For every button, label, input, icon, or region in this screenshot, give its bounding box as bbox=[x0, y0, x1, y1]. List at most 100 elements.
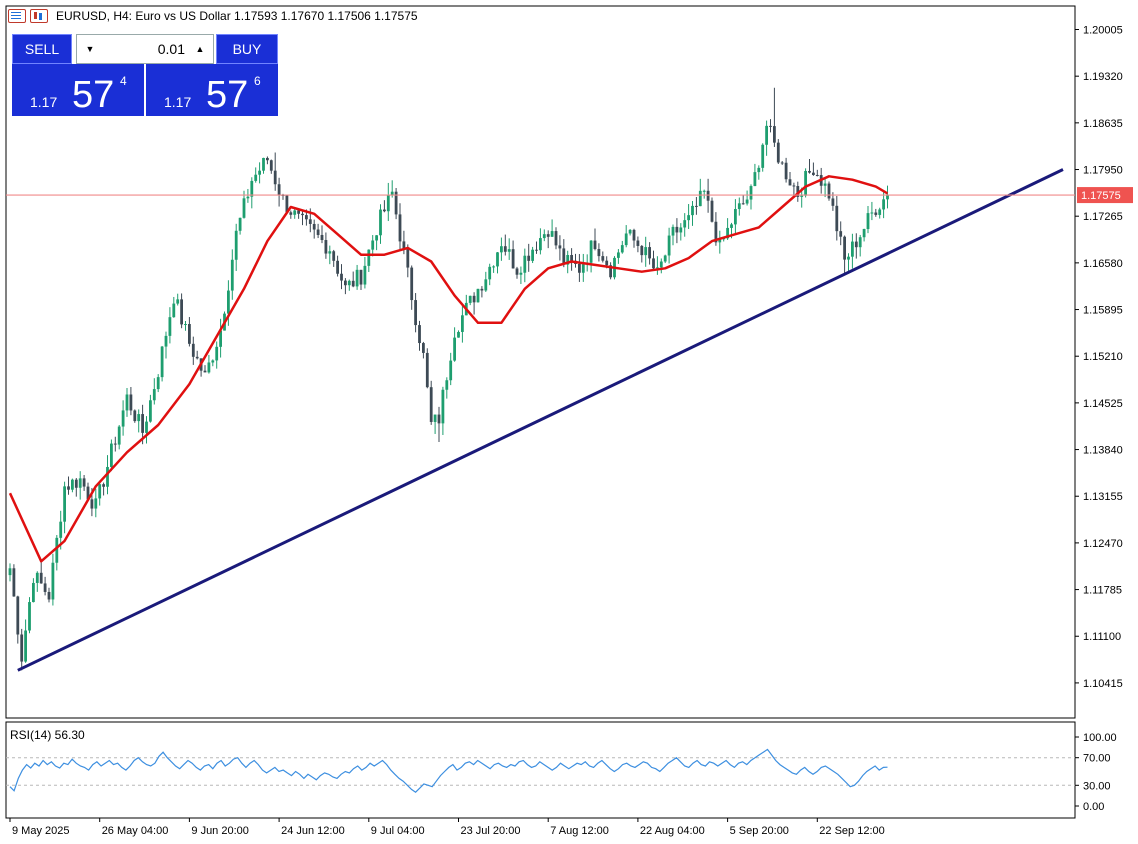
candle-body bbox=[558, 245, 562, 249]
candle-body bbox=[589, 240, 593, 263]
candle-body bbox=[757, 167, 761, 173]
candle-body bbox=[480, 288, 484, 291]
candle-body bbox=[503, 246, 507, 252]
candle-body bbox=[628, 229, 632, 234]
candle-body bbox=[511, 249, 515, 269]
candle-body bbox=[652, 258, 655, 269]
buy-button[interactable]: BUY bbox=[216, 34, 278, 64]
rsi-line bbox=[9, 748, 888, 793]
candle-body bbox=[527, 255, 531, 261]
candle-body bbox=[425, 352, 429, 388]
candle-body bbox=[453, 337, 456, 361]
candle-body bbox=[496, 252, 499, 267]
candle-body bbox=[293, 210, 297, 215]
candle-body bbox=[184, 324, 187, 326]
candle-body bbox=[445, 380, 449, 390]
candle-body bbox=[800, 195, 804, 197]
buy-price-big: 1.17 bbox=[164, 94, 192, 110]
one-click-trading-panel: SELL ▼ 0.01 ▲ BUY 1.17 57 4 1.17 57 6 bbox=[12, 34, 278, 116]
candle-body bbox=[219, 330, 222, 347]
candle-body bbox=[874, 212, 878, 215]
candle-body bbox=[663, 255, 667, 262]
candle-body bbox=[578, 263, 581, 273]
price-tick-label: 1.18635 bbox=[1083, 118, 1123, 130]
time-axis: 9 May 2025 26 May 04:00 9 Jun 20:00 24 Jun … bbox=[9, 818, 885, 837]
candle-body bbox=[831, 198, 835, 206]
candle-body bbox=[761, 144, 765, 168]
candle-body bbox=[402, 241, 406, 250]
rsi-panel: 100.00 70.00 30.00 0.00 bbox=[6, 732, 1117, 813]
chevron-up-icon[interactable]: ▲ bbox=[195, 44, 205, 54]
candle-body bbox=[535, 249, 538, 251]
candle-body bbox=[90, 499, 94, 509]
buy-price[interactable]: 1.17 57 6 bbox=[146, 64, 278, 116]
time-tick-label: 9 Jun 20:00 bbox=[191, 825, 249, 837]
candle-body bbox=[63, 486, 66, 522]
candle-body bbox=[94, 498, 98, 509]
candle-body bbox=[145, 421, 148, 433]
rsi-tick-label: 70.00 bbox=[1083, 753, 1111, 765]
candle-body bbox=[734, 209, 737, 225]
candle-body bbox=[149, 400, 152, 422]
candle-body bbox=[86, 486, 90, 500]
candle-body bbox=[457, 331, 460, 338]
candle-body bbox=[410, 267, 414, 301]
candle-body bbox=[808, 170, 811, 173]
rsi-tick-label: 100.00 bbox=[1083, 732, 1117, 744]
candle-body bbox=[648, 247, 651, 259]
candle-body bbox=[35, 572, 39, 583]
price-axis: 1.20005 1.19320 1.18635 1.17950 1.17265 1.165… bbox=[1075, 25, 1123, 690]
candle-body bbox=[359, 269, 363, 285]
candle-body bbox=[363, 265, 367, 285]
price-tick-label: 1.17950 bbox=[1083, 165, 1123, 177]
candle-body bbox=[437, 414, 441, 424]
candle-body bbox=[266, 157, 269, 161]
candle-body bbox=[113, 443, 117, 445]
candle-body bbox=[55, 537, 59, 563]
price-tick-label: 1.19320 bbox=[1083, 71, 1123, 83]
candle-body bbox=[203, 370, 207, 373]
time-tick-label: 22 Aug 04:00 bbox=[640, 825, 705, 837]
candle-body bbox=[246, 196, 250, 199]
rsi-plot-frame bbox=[5, 721, 1076, 819]
time-tick-label: 9 Jul 04:00 bbox=[371, 825, 425, 837]
candle-body bbox=[106, 466, 109, 487]
chevron-down-icon[interactable]: ▼ bbox=[85, 44, 95, 54]
candle-body bbox=[379, 209, 382, 236]
sell-price[interactable]: 1.17 57 4 bbox=[12, 64, 144, 116]
candle-body bbox=[129, 394, 133, 411]
candle-body bbox=[121, 410, 125, 427]
candle-body bbox=[418, 325, 421, 344]
candle-body bbox=[110, 443, 113, 467]
chart-settings-icon[interactable] bbox=[8, 9, 26, 23]
candle-body bbox=[593, 240, 597, 250]
sell-button[interactable]: SELL bbox=[12, 34, 72, 64]
candle-body bbox=[386, 194, 390, 212]
candle-body bbox=[784, 162, 788, 180]
candle-body bbox=[117, 426, 121, 445]
candle-body bbox=[659, 261, 663, 268]
candle-body bbox=[152, 389, 156, 401]
candle-body bbox=[667, 235, 671, 256]
candle-body bbox=[492, 266, 495, 268]
candle-body bbox=[78, 478, 82, 488]
candle-body bbox=[542, 234, 546, 239]
candle-body bbox=[441, 389, 445, 424]
main-plot-frame bbox=[5, 5, 1076, 719]
current-price-line: 1.17575 bbox=[6, 187, 1133, 204]
candle-body bbox=[16, 596, 20, 635]
candle-body bbox=[51, 562, 55, 600]
candle-body bbox=[227, 290, 230, 314]
symbol-title: EURUSD, H4: Euro vs US Dollar 1.17593 1.… bbox=[56, 9, 418, 23]
candle-body bbox=[741, 203, 745, 205]
candle-body bbox=[769, 125, 772, 127]
lot-value[interactable]: 0.01 bbox=[157, 41, 185, 57]
candle-body bbox=[726, 227, 729, 239]
candle-body bbox=[297, 210, 300, 214]
candle-body bbox=[636, 240, 640, 246]
candle-body bbox=[500, 246, 503, 253]
candle-body bbox=[773, 126, 776, 143]
candle-body bbox=[320, 234, 324, 241]
trade-icon[interactable] bbox=[30, 9, 48, 23]
lot-size-input[interactable]: ▼ 0.01 ▲ bbox=[76, 34, 214, 64]
